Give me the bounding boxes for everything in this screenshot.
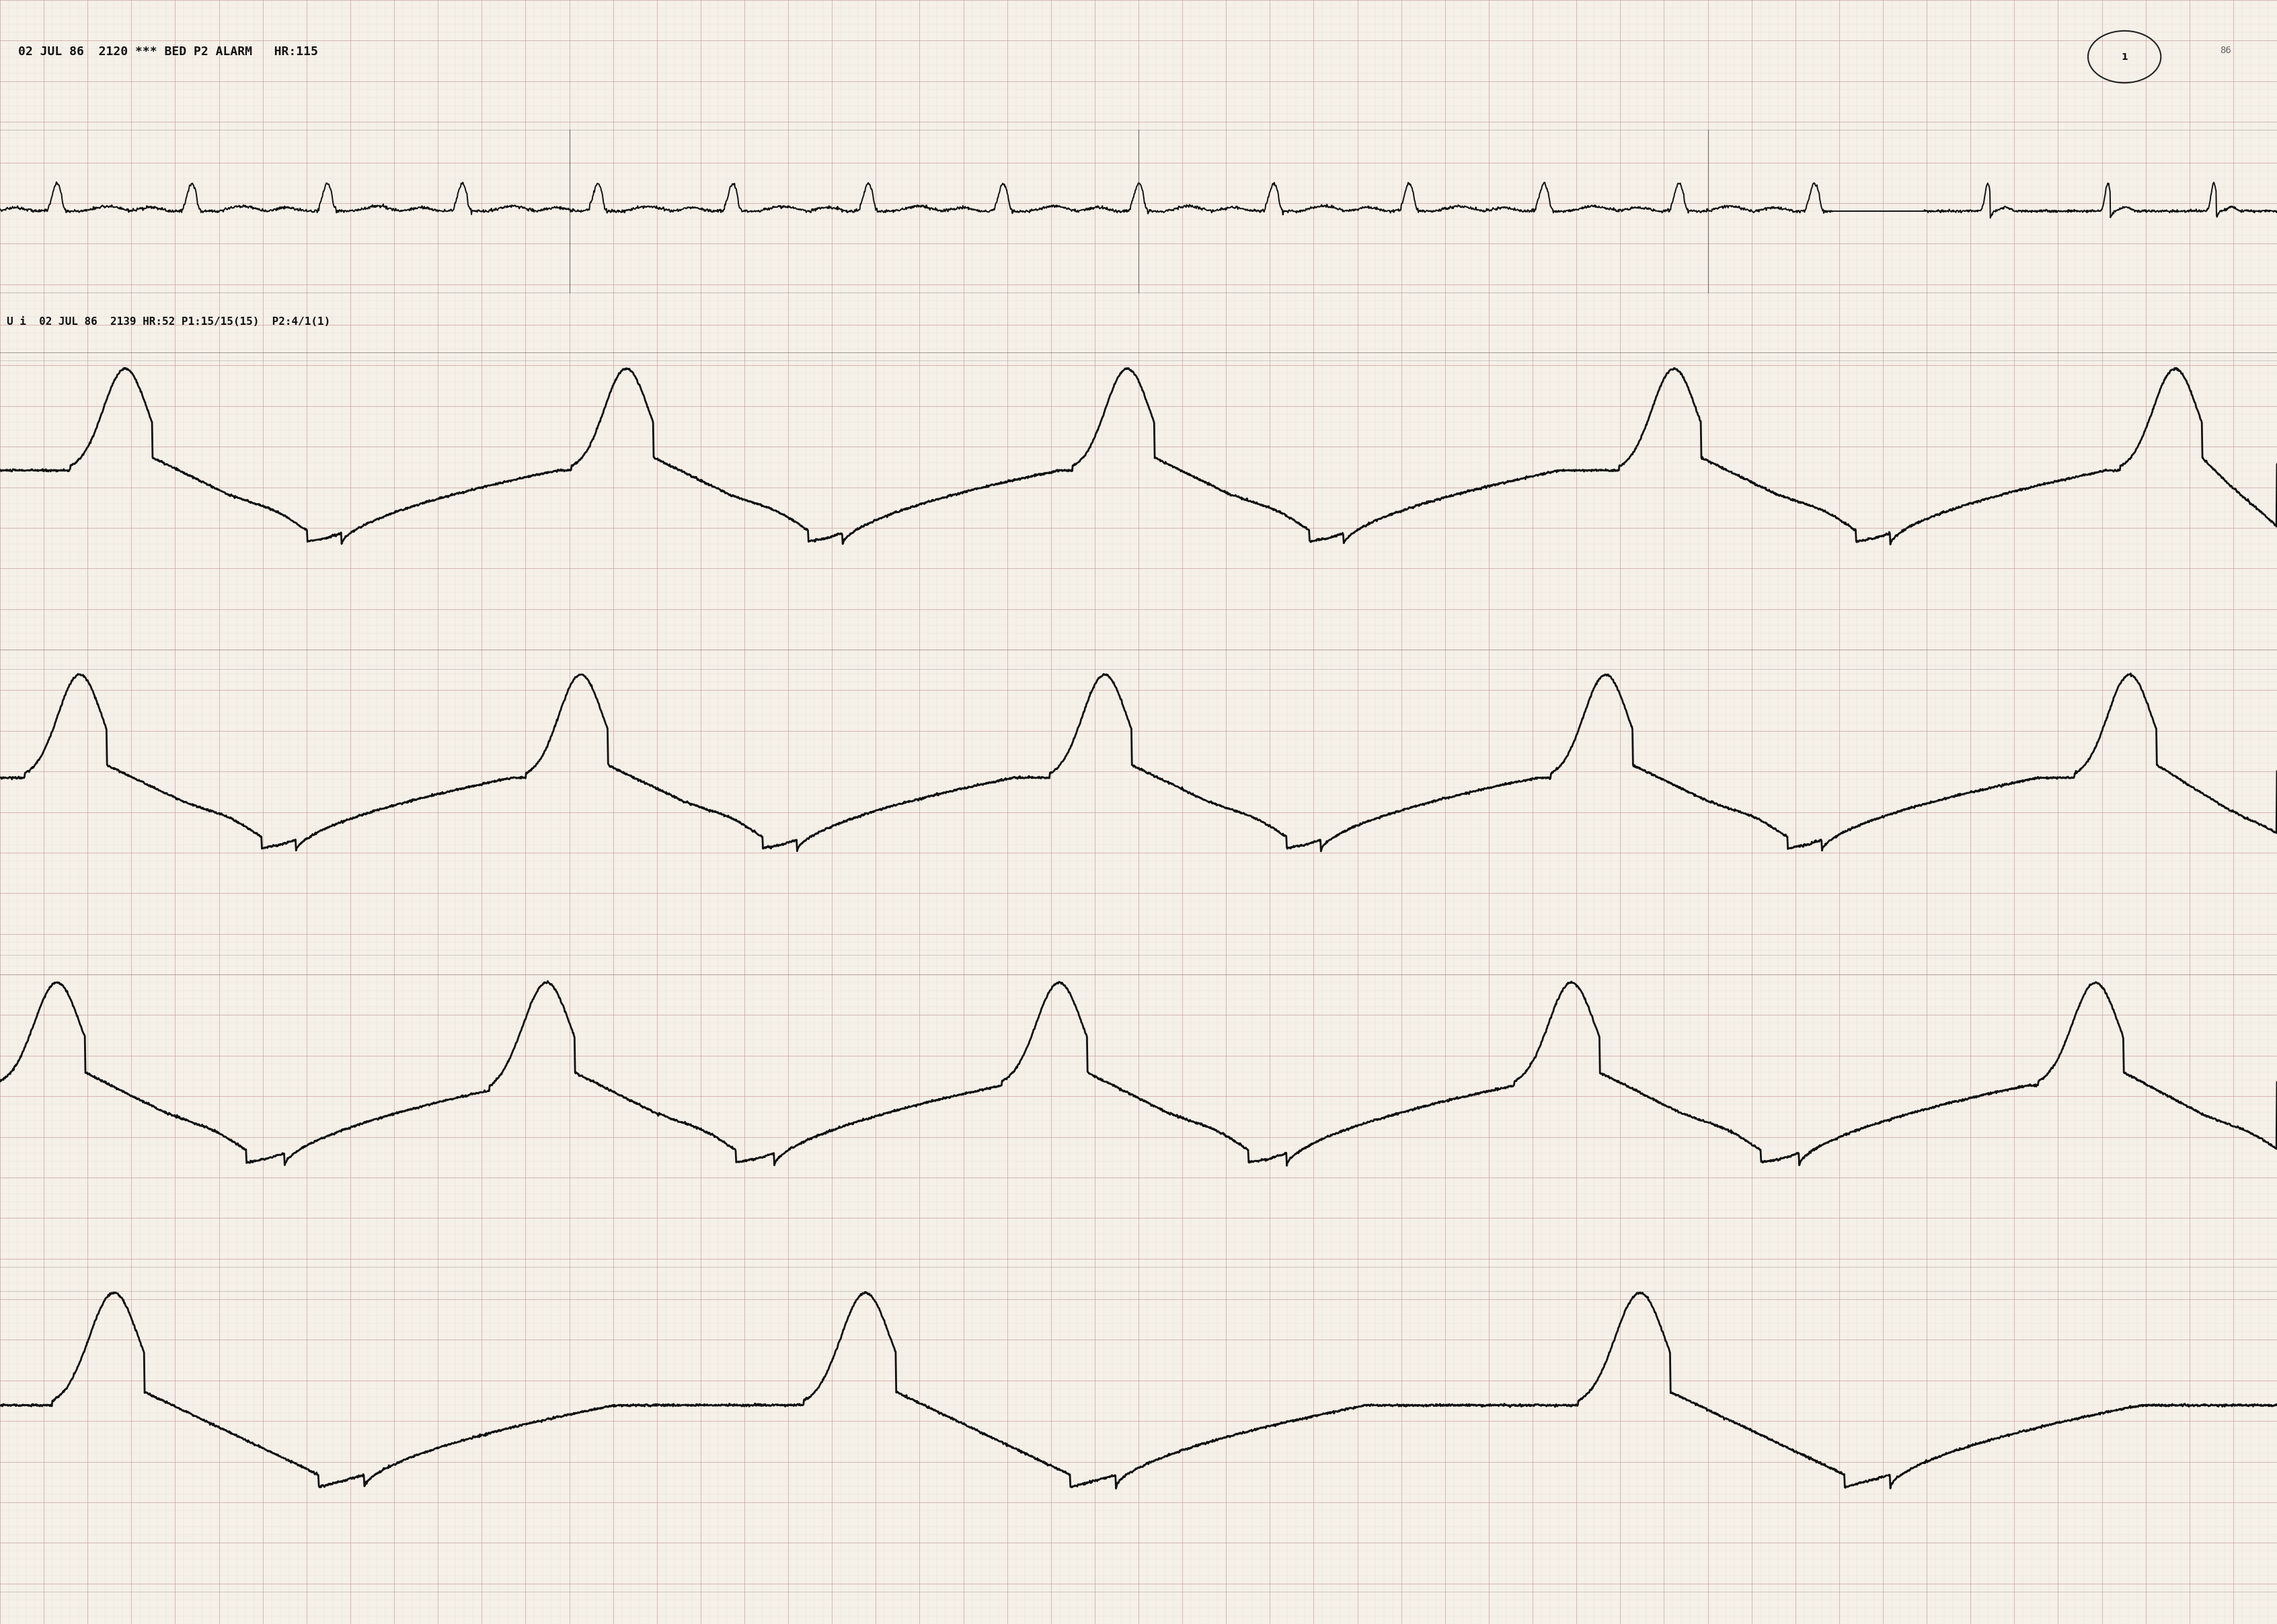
Text: 1: 1 bbox=[2122, 52, 2127, 62]
Text: U i  02 JUL 86  2139 HR:52 P1:15/15(15)  P2:4/1(1): U i 02 JUL 86 2139 HR:52 P1:15/15(15) P2… bbox=[7, 317, 330, 326]
Text: 86: 86 bbox=[2220, 45, 2231, 55]
Text: 02 JUL 86  2120 *** BED P2 ALARM   HR:115: 02 JUL 86 2120 *** BED P2 ALARM HR:115 bbox=[18, 45, 319, 57]
